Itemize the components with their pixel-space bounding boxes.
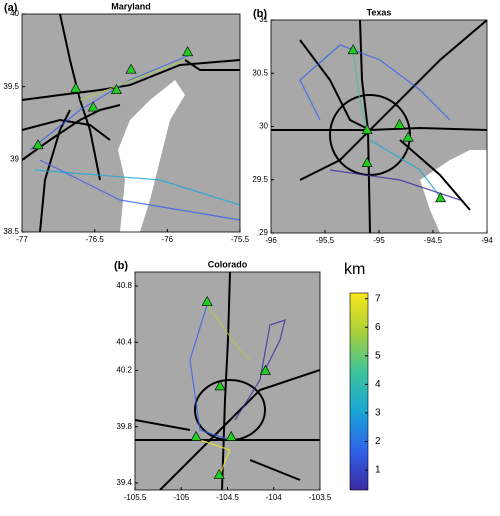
x-tick-label: -96 bbox=[265, 236, 277, 245]
y-tick-label: 39.5 bbox=[3, 82, 19, 91]
map-panel bbox=[271, 20, 487, 233]
panel-label: (b) bbox=[114, 260, 128, 272]
x-tick-label: -105 bbox=[173, 493, 190, 502]
site-marker bbox=[190, 430, 202, 441]
y-tick-label: 40.2 bbox=[116, 366, 132, 375]
x-tick-label: -94.5 bbox=[424, 236, 443, 245]
x-tick-label: -95.5 bbox=[316, 236, 335, 245]
site-marker bbox=[125, 63, 137, 74]
y-tick-label: 40 bbox=[10, 9, 19, 18]
y-tick-label: 39.4 bbox=[116, 478, 132, 487]
road bbox=[184, 59, 240, 71]
x-tick-label: -75.5 bbox=[231, 235, 250, 244]
road bbox=[399, 139, 471, 211]
site-marker bbox=[361, 157, 373, 168]
flight-track bbox=[29, 54, 191, 151]
flight-track bbox=[299, 44, 451, 121]
site-marker bbox=[394, 118, 406, 129]
y-tick-label: 30.5 bbox=[252, 68, 268, 77]
site-marker bbox=[32, 139, 44, 150]
y-tick-label: 38.5 bbox=[3, 227, 19, 236]
flight-track bbox=[369, 139, 442, 199]
y-tick-label: 39.8 bbox=[116, 422, 132, 431]
y-tick-label: 39 bbox=[10, 154, 19, 163]
x-tick-label: -76 bbox=[162, 235, 174, 244]
site-marker bbox=[110, 83, 122, 94]
y-tick-label: 30 bbox=[259, 122, 268, 131]
flight-track bbox=[39, 159, 240, 221]
flight-track bbox=[189, 304, 231, 441]
y-tick-label: 31 bbox=[259, 15, 268, 24]
panel-title: Colorado bbox=[208, 259, 248, 269]
x-tick-label: -103.5 bbox=[309, 493, 332, 502]
road bbox=[221, 272, 231, 490]
x-tick-label: -105.5 bbox=[124, 493, 147, 502]
panel-title: Maryland bbox=[111, 1, 151, 11]
y-tick-label: 29.5 bbox=[252, 175, 268, 184]
site-marker bbox=[87, 101, 99, 112]
y-tick-label: 40.8 bbox=[116, 281, 132, 290]
site-marker bbox=[402, 131, 414, 142]
colorbar-tick-label: 1 bbox=[375, 465, 381, 476]
y-tick-label: 40.4 bbox=[116, 337, 132, 346]
flight-track bbox=[79, 59, 186, 101]
site-marker bbox=[214, 380, 226, 391]
map-panel bbox=[22, 14, 240, 232]
colorbar-tick-label: 4 bbox=[375, 379, 381, 390]
site-marker bbox=[213, 468, 225, 479]
panel-label: (b) bbox=[253, 8, 267, 20]
road bbox=[194, 379, 267, 441]
panel-title: Texas bbox=[367, 7, 392, 17]
flight-track bbox=[199, 439, 231, 475]
flight-track bbox=[206, 304, 251, 361]
panel-label: (a) bbox=[4, 2, 18, 14]
site-marker bbox=[201, 295, 213, 306]
road bbox=[249, 459, 301, 481]
site-marker bbox=[347, 44, 359, 55]
road bbox=[299, 39, 371, 131]
site-marker bbox=[435, 192, 447, 203]
site-marker bbox=[259, 364, 271, 375]
road bbox=[135, 419, 191, 431]
x-tick-label: -94 bbox=[481, 236, 493, 245]
colorbar-title: km bbox=[344, 261, 365, 278]
colorbar bbox=[349, 292, 369, 491]
road bbox=[299, 20, 487, 181]
plot-frame bbox=[21, 13, 241, 233]
map-panel bbox=[135, 272, 320, 490]
flight-track bbox=[34, 169, 240, 206]
site-marker bbox=[225, 430, 237, 441]
road bbox=[359, 20, 371, 233]
water bbox=[118, 80, 185, 232]
flight-track bbox=[352, 49, 368, 131]
site-marker bbox=[70, 82, 82, 93]
x-tick-label: -76.5 bbox=[86, 235, 105, 244]
site-marker bbox=[361, 124, 373, 134]
x-tick-label: -104.5 bbox=[216, 493, 239, 502]
x-tick-label: -77 bbox=[16, 235, 28, 244]
road bbox=[22, 118, 111, 141]
flight-track bbox=[234, 319, 286, 421]
colorbar-tick-label: 3 bbox=[375, 408, 381, 419]
colorbar-tick-label: 6 bbox=[375, 322, 381, 333]
x-tick-label: -104 bbox=[266, 493, 283, 502]
colorbar-tick-label: 2 bbox=[375, 436, 381, 447]
colorbar-tick-label: 7 bbox=[375, 293, 381, 304]
road bbox=[159, 369, 320, 490]
y-tick-label: 29 bbox=[259, 228, 268, 237]
x-tick-label: -95 bbox=[373, 236, 385, 245]
colorbar-tick-label: 5 bbox=[375, 350, 381, 361]
site-marker bbox=[182, 46, 194, 57]
